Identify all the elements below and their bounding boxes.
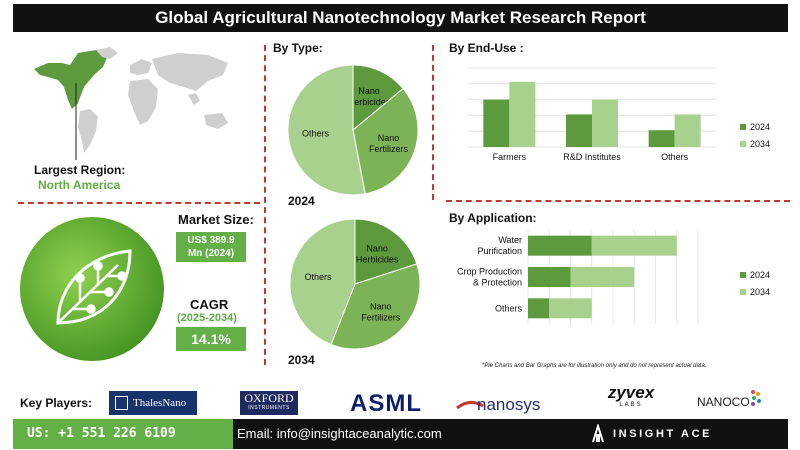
legend-label-2034: 2034 [750, 287, 770, 297]
bar-crop-production-protection-2034 [570, 267, 635, 287]
legend-label-2024: 2024 [750, 122, 770, 132]
pie-slice-others [287, 64, 366, 196]
market-size-badge: US$ 389.9 Mn (2024) [176, 232, 246, 262]
nanosys-logo: nanosys [455, 394, 555, 416]
bar-water-purification-2034 [591, 235, 677, 256]
bar-others-2024 [648, 130, 675, 147]
world-map [34, 47, 228, 160]
cagr-years: (2025-2034) [177, 312, 237, 324]
footer-bar: US: +1 551 226 6109 Email: info@insighta… [13, 419, 788, 449]
pie-label-nano-herbicides: Nano Herbicides [356, 244, 399, 265]
legend-swatch-2034 [740, 141, 746, 147]
bar-water-purification-2024 [528, 235, 592, 256]
footer-email[interactable]: Email: info@insightaceanalytic.com [233, 419, 788, 449]
footer-phone[interactable]: US: +1 551 226 6109 [13, 419, 233, 449]
nanotech-leaf-icon [20, 217, 164, 361]
by-application-title: By Application: [449, 211, 537, 225]
pie-slice-nano-herbicides [354, 218, 418, 285]
x-tick-label: Others [661, 152, 689, 162]
cagr-value: 14.1% [176, 327, 246, 351]
legend-swatch-2024 [740, 124, 746, 130]
largest-region-value: North America [38, 178, 121, 192]
pie-slice-nano-herbicides [352, 64, 404, 132]
bar-farmers-2024 [483, 99, 510, 147]
legend-label-2034: 2034 [750, 139, 770, 149]
bar-others-2034 [549, 298, 592, 319]
market-size-label: Market Size: [178, 212, 254, 227]
pie-slice-others [289, 218, 356, 346]
report-title: Global Agricultural Nanotechnology Marke… [13, 4, 788, 32]
pie-label-others: Others [304, 272, 332, 282]
pie-label-nano-fertilizers: Nano Fertilizers [361, 301, 401, 322]
end-use-bar-chart: Farmers R&D Institutes Others 2024 2034 [468, 67, 770, 162]
bar-others-2024 [528, 298, 550, 319]
largest-region-label: Largest Region: [34, 163, 126, 177]
thalesnano-logo: ThalesNano [109, 391, 197, 415]
pie-chart-2024: Nano Herbicides Nano Fertilizers Others [287, 64, 419, 196]
y-tick-label: Others [495, 303, 523, 313]
pie-label-nano-fertilizers: Nano Fertilizers [369, 133, 409, 154]
bar-crop-production-protection-2024 [528, 267, 571, 287]
pie-chart-2034: Nano Herbicides Nano Fertilizers Others [289, 218, 421, 350]
application-bar-chart: Water Purification Crop Production & Protec… [457, 230, 770, 324]
market-size-value-line1: US$ 389.9 [187, 235, 235, 246]
zyvex-labs-logo: zyvex LABS [607, 383, 655, 409]
oxford-instruments-logo: OXFORD INSTRUMENTS [240, 391, 298, 415]
pie-slice-nano-fertilizers [330, 263, 421, 350]
bar-r-d-institutes-2024 [566, 114, 592, 147]
bar-others-2034 [674, 114, 701, 147]
legend-label-2024: 2024 [750, 270, 770, 280]
legend-swatch-2034 [740, 289, 746, 295]
divider-right [432, 45, 434, 200]
key-players-label: Key Players: [20, 396, 93, 410]
x-tick-label: Farmers [493, 152, 527, 162]
bar-farmers-2034 [509, 81, 536, 147]
divider-left [264, 45, 266, 365]
by-type-title: By Type: [273, 41, 323, 55]
north-america-shape [34, 50, 108, 109]
y-tick-label: Water Purification [477, 235, 522, 256]
nanoco-logo: NANOCO [697, 390, 761, 413]
legend-swatch-2024 [740, 272, 746, 278]
pie-2024-year: 2024 [288, 194, 315, 208]
pie-slice-nano-fertilizers [352, 87, 419, 195]
divider-left-row [18, 202, 260, 204]
pie-label-nano-herbicides: Nano Herbicides [348, 86, 391, 107]
asml-logo: ASML [350, 390, 422, 417]
y-tick-label: Crop Production & Protection [457, 267, 522, 288]
by-end-use-title: By End-Use : [449, 41, 524, 55]
cagr-label: CAGR [190, 297, 229, 312]
brand-logo-icon [592, 424, 604, 443]
divider-right-row [446, 200, 790, 202]
market-size-value-line2: Mn (2024) [187, 248, 235, 259]
pie-label-others: Others [302, 129, 330, 139]
footer-brand: INSIGHT ACE ANALYTIC [613, 428, 713, 440]
bar-r-d-institutes-2034 [592, 99, 618, 147]
x-tick-label: R&D Institutes [563, 152, 621, 162]
chart-disclaimer: *Pie Charts and Bar Graphs are for illus… [482, 363, 707, 369]
pie-2034-year: 2034 [288, 353, 315, 367]
